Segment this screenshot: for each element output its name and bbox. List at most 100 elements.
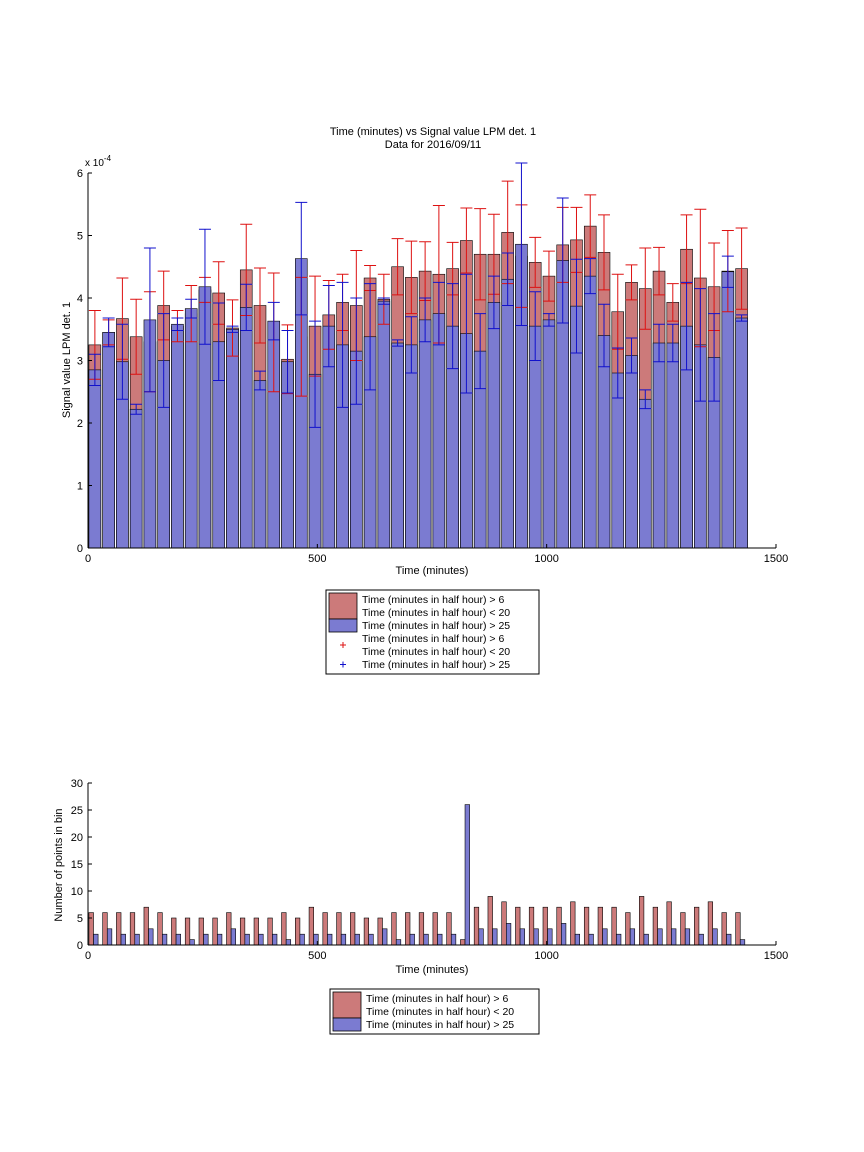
chart1-legend: Time (minutes in half hour) > 6 Time (min… <box>325 589 540 675</box>
chart2-bar-series-1 <box>487 896 493 946</box>
chart1-x-tick-label: 500 <box>308 553 326 565</box>
chart2-bar-series-2 <box>106 928 113 946</box>
chart1-x-axis-label: Time (minutes) <box>396 565 469 577</box>
chart2-bar-series-1 <box>515 906 521 946</box>
chart2-bar-series-1 <box>418 912 425 946</box>
chart2-bar-series-1 <box>295 917 301 946</box>
chart2-bar-series-2 <box>395 939 402 946</box>
chart1-legend-label: Time (minutes in half hour) > 6 <box>362 633 504 645</box>
chart2-bar-series-1 <box>542 906 548 946</box>
chart2-y-tick-label: 20 <box>71 832 83 844</box>
chart1-legend-swatch <box>328 592 358 620</box>
chart2-bar-series-2 <box>533 928 539 946</box>
chart1-bar-series-2 <box>171 323 184 549</box>
chart1-bar-series-2 <box>405 344 418 549</box>
chart1-bar-series-2 <box>583 275 597 549</box>
chart2-x-axis-label: Time (minutes) <box>396 964 469 976</box>
chart2-y-tick-label: 0 <box>77 940 83 952</box>
chart2-bar-series-2 <box>230 928 236 946</box>
chart2-bar-series-1 <box>350 912 356 946</box>
chart2-bar-series-2 <box>657 928 663 946</box>
chart2-bar-series-2 <box>285 939 292 946</box>
chart2-bar-series-1 <box>405 912 411 946</box>
chart2-axes: 0 500 1000 1500 0 5 10 15 20 25 30 <box>71 778 788 962</box>
chart1-legend-box <box>325 589 540 675</box>
chart2-bar-series-1 <box>501 901 507 946</box>
chart2-bar-series-1 <box>473 906 480 946</box>
chart1-bar-series-2 <box>418 319 432 549</box>
chart2-bar-series-2 <box>217 933 223 946</box>
chart2-bar-series-2 <box>203 933 209 946</box>
chart2-bar-series-1 <box>267 917 273 946</box>
signal-value-chart: Time (minutes) vs Signal value LPM det. … <box>61 126 788 675</box>
chart2-bar-series-1 <box>432 912 438 946</box>
chart2-bar-series-1 <box>184 917 191 946</box>
chart2-bar-series-1 <box>446 912 452 946</box>
chart2-bar-series-1 <box>322 912 328 946</box>
chart1-title: Time (minutes) vs Signal value LPM det. … <box>330 126 536 138</box>
chart2-bar-series-2 <box>519 928 525 946</box>
chart2-bar-series-2 <box>588 933 594 946</box>
chart2-bar-series-2 <box>134 933 140 946</box>
chart1-y-tick-label: 1 <box>77 481 83 493</box>
chart2-bar-series-1 <box>336 912 342 946</box>
chart1-bar-series-2 <box>487 302 501 549</box>
chart1-errorbars-series-2 <box>88 162 748 428</box>
chart2-bar-series-1 <box>694 906 700 946</box>
chart2-legend-box <box>329 988 540 1035</box>
chart2-bar-series-2 <box>368 933 374 946</box>
chart2-bar-series-1 <box>597 906 603 946</box>
chart1-bar-series-2 <box>625 355 638 549</box>
chart1-bar-series-2 <box>377 300 391 549</box>
chart2-bar-series-1 <box>308 906 314 946</box>
chart2-bar-series-2 <box>327 933 333 946</box>
chart1-legend-label: Time (minutes in half hour) > 25 <box>362 659 510 671</box>
chart2-legend-label: Time (minutes in half hour) > 25 <box>366 1019 514 1031</box>
chart2-bar-series-1 <box>680 912 686 946</box>
chart2-bar-series-2 <box>354 933 360 946</box>
chart1-exponent-power: -4 <box>104 154 112 163</box>
chart2-bar-series-2 <box>189 939 195 946</box>
chart2-bar-series-1 <box>391 912 397 946</box>
chart2-bar-series-1 <box>528 906 535 946</box>
chart2-bar-series-2 <box>629 928 636 946</box>
chart2-legend-swatch <box>332 991 362 1019</box>
chart1-y-tick-label: 0 <box>77 543 83 555</box>
chart1-x-tick-label: 1500 <box>764 553 788 565</box>
chart2-y-tick-label: 25 <box>71 805 83 817</box>
chart2-bar-series-2 <box>382 928 388 946</box>
chart2-x-tick-label: 1500 <box>764 950 788 962</box>
chart1-bar-series-2 <box>88 369 102 549</box>
chart2-bar-series-2 <box>244 933 250 946</box>
chart2-bar-series-2 <box>258 933 264 946</box>
chart2-bar-series-2 <box>712 928 718 946</box>
chart2-y-tick-label: 5 <box>77 913 83 925</box>
chart2-bar-series-1 <box>88 912 94 946</box>
chart2-x-tick-label: 500 <box>308 950 326 962</box>
chart2-bar-series-2 <box>726 933 732 946</box>
chart1-bar-series-2 <box>639 398 652 549</box>
chart2-bar-series-1 <box>666 901 672 946</box>
chart2-bar-series-1 <box>116 912 122 946</box>
chart2-bars-series-2 <box>93 804 746 946</box>
chart2-bar-series-2 <box>409 933 415 946</box>
chart2-legend-label: Time (minutes in half hour) > 6 <box>366 993 508 1005</box>
chart2-bar-series-1 <box>721 912 727 946</box>
chart2-bar-series-1 <box>735 912 741 946</box>
chart2-bar-series-1 <box>157 912 163 946</box>
chart2-bar-series-2 <box>561 923 567 946</box>
chart1-bar-series-2 <box>391 342 404 549</box>
chart2-bar-series-2 <box>93 933 99 946</box>
chart1-bar-series-2 <box>611 372 625 549</box>
chart2-y-tick-label: 10 <box>71 886 83 898</box>
chart1-bar-series-2 <box>129 408 143 549</box>
chart1-bar-series-2 <box>226 328 239 549</box>
chart1-y-axis-label: Signal value LPM det. 1 <box>61 302 73 418</box>
chart2-bar-series-1 <box>281 912 287 946</box>
chart1-y-tick-label: 2 <box>77 418 83 430</box>
chart2-bar-series-2 <box>698 933 704 946</box>
chart1-y-tick-label: 4 <box>77 293 83 305</box>
chart2-bar-series-2 <box>547 928 553 946</box>
